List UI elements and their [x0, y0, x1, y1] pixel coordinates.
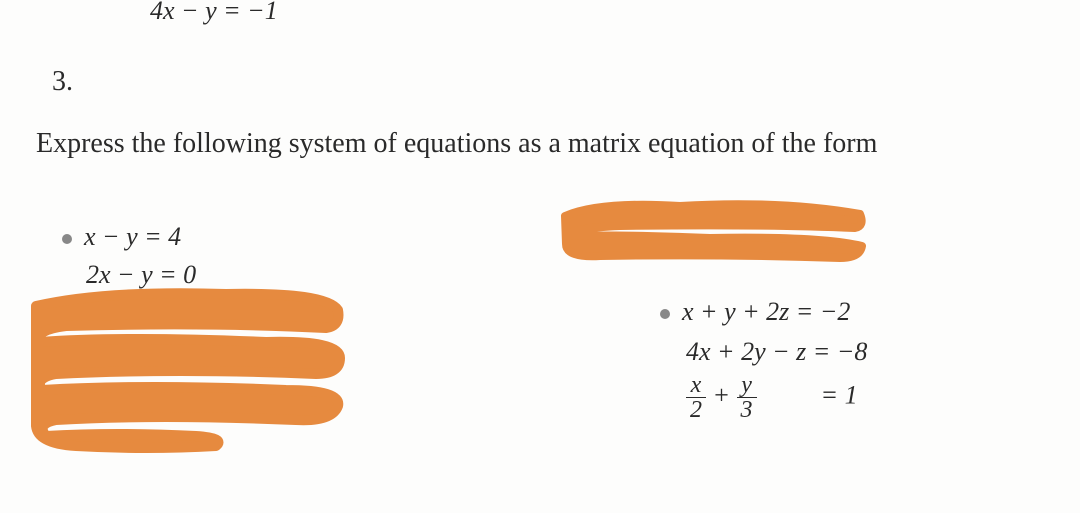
- right-system: x + y + 2z = −2 4x + 2y − z = −8 x 2 + y…: [660, 292, 867, 422]
- highlight-top-right: [560, 196, 870, 274]
- right-eq-1: x + y + 2z = −2: [682, 297, 850, 326]
- frac1-den: 2: [686, 398, 706, 422]
- top-equation: 4x − y = −1: [150, 0, 278, 26]
- left-eq-2: 2x − y = 0: [86, 256, 196, 294]
- left-eq-1: x − y = 4: [84, 222, 181, 251]
- frac2-num: y: [737, 373, 757, 398]
- left-system: x − y = 4 2x − y = 0: [62, 218, 196, 293]
- bullet-icon: [62, 234, 72, 244]
- frac2-den: 3: [737, 398, 757, 422]
- highlight-bottom-left: [26, 286, 346, 454]
- right-eq-3: x 2 + y 3 = 1: [686, 373, 867, 422]
- right-eq-2: 4x + 2y − z = −8: [686, 332, 867, 372]
- question-number: 3.: [52, 66, 73, 98]
- eq3-rhs: = 1: [821, 380, 858, 409]
- bullet-icon: [660, 309, 670, 319]
- question-prompt: Express the following system of equation…: [36, 128, 877, 160]
- plus-sign: +: [706, 380, 737, 409]
- fraction-1: x 2: [686, 373, 706, 422]
- frac1-num: x: [686, 373, 706, 398]
- fraction-2: y 3: [737, 373, 757, 422]
